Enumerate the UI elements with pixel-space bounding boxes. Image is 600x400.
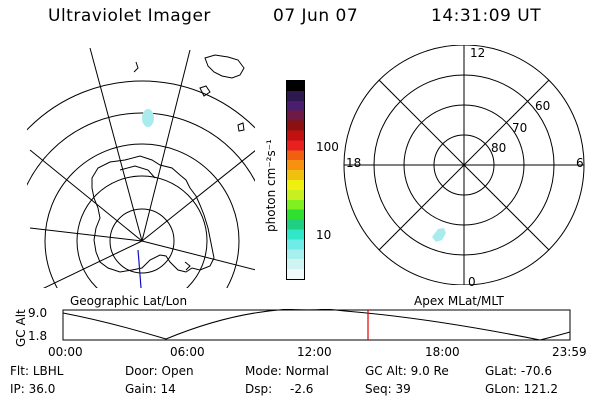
colorbar-tick-10: 10 xyxy=(316,228,332,242)
lat-circle xyxy=(44,143,240,288)
gain-value: 14 xyxy=(160,382,176,396)
mlt-label-top: 12 xyxy=(470,46,486,60)
coastline xyxy=(133,61,139,73)
glat-field: GLat: -70.6 xyxy=(485,364,552,378)
altitude-curve xyxy=(62,309,571,341)
coastline xyxy=(204,54,245,79)
door-value: Open xyxy=(161,364,194,378)
colorbar xyxy=(286,80,305,280)
ip-field: IP: 36.0 xyxy=(10,382,56,396)
timeline-tick: 23:59 xyxy=(552,345,587,359)
seq-field: Seq: 39 xyxy=(365,382,411,396)
timeline-tick: 12:00 xyxy=(297,345,332,359)
altitude-ytick-bottom: 1.8 xyxy=(28,329,48,343)
mlat-label-70: 70 xyxy=(512,121,528,135)
filter-field: Flt: LBHL xyxy=(10,364,64,378)
coastline xyxy=(184,261,191,271)
door-field: Door: Open xyxy=(125,364,194,378)
lat-circle xyxy=(27,112,255,187)
seq-value: 39 xyxy=(395,382,411,396)
aurora-spot xyxy=(432,228,446,242)
lat-circle xyxy=(76,175,208,288)
right-map-caption: Apex MLat/MLT xyxy=(414,294,504,308)
date-label: 07 Jun 07 xyxy=(273,6,359,26)
mode-value: Normal xyxy=(285,364,329,378)
gain-field: Gain: 14 xyxy=(125,382,176,396)
altitude-timeline xyxy=(62,309,571,341)
mlt-label-bottom: 0 xyxy=(468,275,476,289)
altitude-ylabel: GC Alt xyxy=(14,309,28,347)
dsp-value: -2.6 xyxy=(289,382,314,396)
coastline xyxy=(119,165,156,179)
lat-circle xyxy=(27,80,255,131)
colorbar-unit-label: photon cm⁻²s⁻¹ xyxy=(264,139,278,232)
mlat-label-80: 80 xyxy=(491,141,507,155)
timeline-tick: 18:00 xyxy=(425,345,460,359)
instrument-title: Ultraviolet Imager xyxy=(48,6,211,26)
timeline-tick: 06:00 xyxy=(170,345,205,359)
coastline xyxy=(199,85,211,97)
magnetic-polar-plot xyxy=(343,45,585,285)
mlt-label-right: 6 xyxy=(576,156,584,170)
dsp-field: Dsp: -2.6 xyxy=(245,382,314,396)
left-map-caption: Geographic Lat/Lon xyxy=(70,294,188,308)
glon-field: GLon: 121.2 xyxy=(485,382,558,396)
aurora-spot xyxy=(142,109,154,127)
ip-value: 36.0 xyxy=(28,382,56,396)
timeline-tick: 00:00 xyxy=(48,345,83,359)
mlat-label-60: 60 xyxy=(535,99,551,113)
altitude-ytick-top: 9.0 xyxy=(28,306,48,320)
mlt-diagonal xyxy=(378,79,550,251)
lat-circle xyxy=(109,208,175,274)
glon-value: 121.2 xyxy=(523,382,558,396)
coastline xyxy=(237,122,245,132)
mlt-label-left: 18 xyxy=(346,156,362,170)
timeline-frame xyxy=(62,309,571,341)
mode-field: Mode: Normal xyxy=(245,364,329,378)
gc-alt-value: 9.0 Re xyxy=(410,364,449,378)
filter-value: LBHL xyxy=(32,364,64,378)
coastline xyxy=(91,155,215,273)
geographic-map xyxy=(27,47,255,289)
spacecraft-track xyxy=(137,249,142,289)
gc-alt-field: GC Alt: 9.0 Re xyxy=(365,364,449,378)
glat-value: -70.6 xyxy=(520,364,552,378)
time-label: 14:31:09 UT xyxy=(431,6,542,26)
colorbar-tick-100: 100 xyxy=(316,140,339,154)
